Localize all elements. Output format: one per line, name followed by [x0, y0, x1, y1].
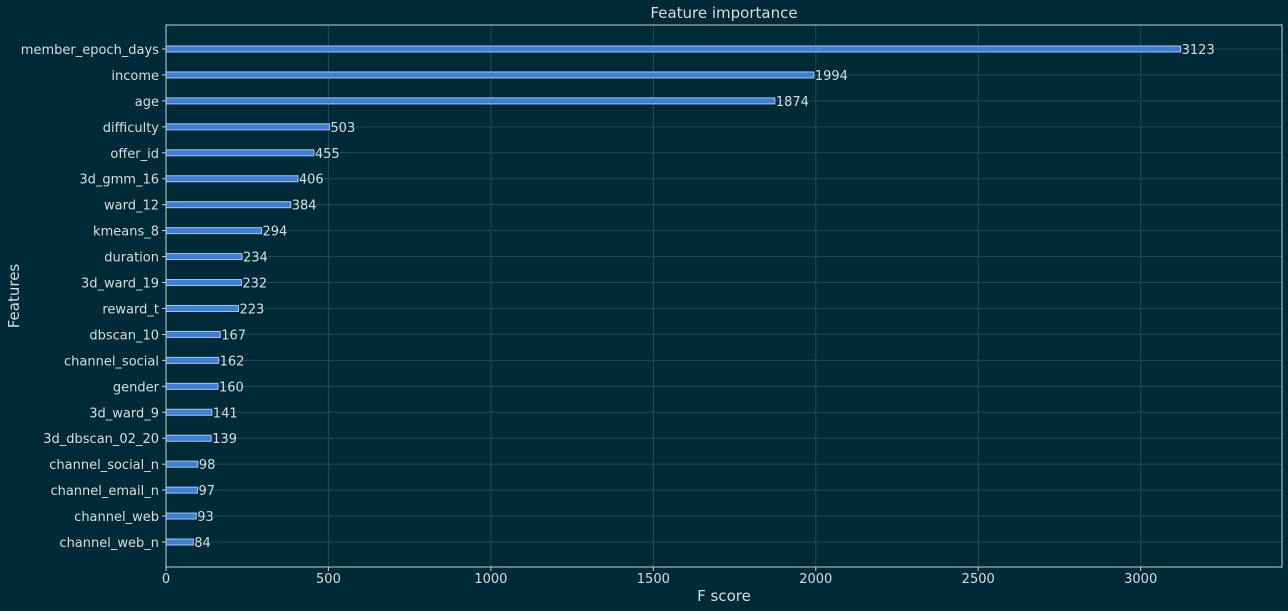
x-tick-label: 0 — [162, 572, 170, 587]
bar — [165, 486, 199, 494]
value-label: 232 — [242, 277, 267, 292]
value-label: 93 — [197, 510, 214, 525]
plot-frame — [165, 24, 1283, 568]
y-axis-label: Features — [5, 264, 23, 329]
bar — [165, 97, 776, 105]
y-tick-label: 3d_ward_19 — [81, 277, 159, 292]
bar — [165, 538, 194, 546]
value-label: 160 — [219, 380, 244, 395]
y-tick-label: difficulty — [103, 121, 160, 136]
x-tick-label: 2000 — [799, 572, 832, 587]
bar — [165, 175, 299, 183]
chart-title: Feature importance — [650, 4, 797, 22]
bar — [165, 512, 197, 520]
value-labels: 3123 1994 1874 503 455 406 384 294 234 232 223 167 1… — [194, 43, 1214, 551]
bar — [165, 45, 1182, 53]
value-label: 294 — [263, 225, 288, 240]
value-label: 1994 — [815, 69, 848, 84]
bar — [165, 201, 292, 209]
bar — [165, 330, 221, 338]
x-tick-label: 1000 — [474, 572, 507, 587]
x-tick-label: 500 — [316, 572, 341, 587]
bar — [165, 149, 315, 157]
bar — [165, 227, 263, 235]
x-tick-label: 1500 — [637, 572, 670, 587]
value-label: 162 — [220, 354, 245, 369]
bar — [165, 253, 243, 261]
y-tick-label: ward_12 — [104, 199, 159, 214]
bar — [165, 434, 212, 442]
value-label: 141 — [213, 406, 238, 421]
y-tick-label: gender — [113, 380, 160, 395]
y-tick-label: member_epoch_days — [21, 43, 159, 58]
y-tick-label: channel_web — [74, 510, 159, 525]
y-tick-label: duration — [104, 251, 159, 266]
value-label: 98 — [199, 458, 216, 473]
bar — [165, 356, 220, 364]
value-label: 167 — [221, 328, 246, 343]
value-label: 3123 — [1182, 43, 1215, 58]
value-label: 503 — [330, 121, 355, 136]
y-tick-label: 3d_dbscan_02_20 — [43, 432, 159, 447]
bar — [165, 304, 239, 312]
x-tick-label: 3000 — [1124, 572, 1157, 587]
y-tick-label: channel_email_n — [50, 484, 159, 499]
bar — [165, 460, 199, 468]
x-axis-label: F score — [697, 587, 751, 605]
y-tick-label: age — [135, 95, 159, 110]
y-tick-label: kmeans_8 — [93, 225, 159, 240]
value-label: 1874 — [776, 95, 809, 110]
bar — [165, 71, 815, 79]
value-label: 84 — [194, 536, 211, 551]
value-label: 455 — [315, 147, 340, 162]
bar — [165, 279, 242, 287]
y-tick-label: reward_t — [102, 302, 159, 317]
y-tick-label: offer_id — [110, 147, 159, 162]
x-tick-label: 2500 — [962, 572, 995, 587]
y-tick-label: channel_web_n — [59, 536, 159, 551]
value-label: 97 — [199, 484, 216, 499]
y-tick-label: channel_social_n — [49, 458, 159, 473]
value-label: 234 — [243, 251, 268, 266]
value-label: 223 — [239, 302, 264, 317]
y-tick-label: 3d_gmm_16 — [79, 173, 159, 188]
value-label: 406 — [299, 173, 324, 188]
value-label: 384 — [292, 199, 317, 214]
bar — [165, 408, 213, 416]
x-axis-ticks: 0 500 1000 1500 2000 2500 3000 — [162, 567, 1157, 587]
value-label: 139 — [212, 432, 237, 447]
y-tick-label: 3d_ward_9 — [89, 406, 159, 421]
y-tick-label: channel_social — [64, 354, 159, 369]
bar — [165, 382, 219, 390]
bar — [165, 123, 330, 131]
y-tick-label: income — [111, 69, 159, 84]
y-tick-label: dbscan_10 — [89, 328, 159, 343]
